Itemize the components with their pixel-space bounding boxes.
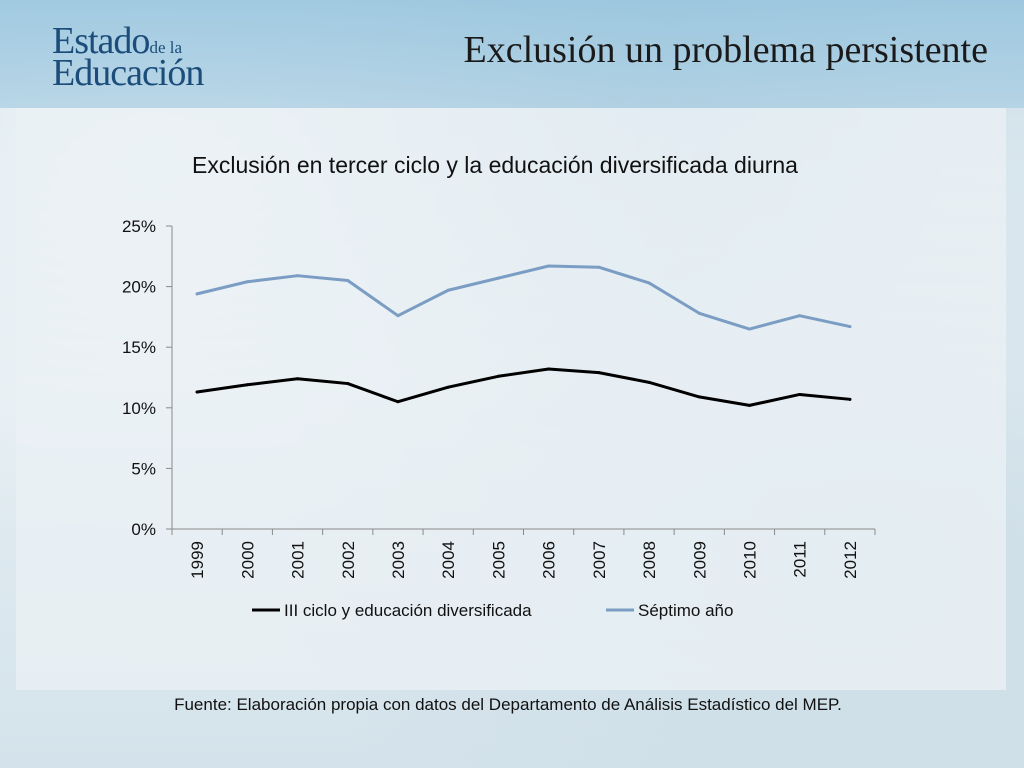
- data-point: [496, 276, 500, 280]
- data-point: [747, 403, 751, 407]
- data-point: [647, 281, 651, 285]
- chart-title: Exclusión en tercer ciclo y la educación…: [192, 152, 798, 178]
- x-tick-label: 2011: [791, 541, 810, 578]
- data-point: [396, 314, 400, 318]
- data-point: [346, 382, 350, 386]
- data-point: [798, 314, 802, 318]
- data-point: [697, 395, 701, 399]
- x-tick-label: 2005: [489, 541, 508, 579]
- x-tick-label: 2008: [640, 541, 659, 579]
- x-tick-label: 2001: [289, 541, 308, 579]
- estado-educacion-logo: Estadode la Educación: [52, 20, 222, 92]
- legend-label-2: Séptimo año: [638, 601, 733, 620]
- series-line-1: [195, 367, 852, 407]
- x-tick-label: 2007: [590, 541, 609, 579]
- x-tick-label: 2003: [389, 541, 408, 579]
- data-point: [245, 383, 249, 387]
- logo-word-educacion: Educación: [52, 52, 204, 94]
- data-point: [798, 392, 802, 396]
- header-band: [0, 0, 1024, 108]
- y-tick-label: 15%: [122, 338, 156, 357]
- data-point: [848, 397, 852, 401]
- y-tick-label: 0%: [131, 520, 156, 539]
- data-point: [296, 274, 300, 278]
- data-point: [195, 292, 199, 296]
- data-point: [346, 279, 350, 283]
- source-note: Fuente: Elaboración propia con datos del…: [174, 695, 842, 714]
- data-point: [547, 264, 551, 268]
- x-tick-label: 2010: [740, 541, 759, 579]
- data-point: [848, 325, 852, 329]
- y-tick-label: 25%: [122, 217, 156, 236]
- slide-title: Exclusión un problema persistente: [463, 29, 989, 71]
- data-point: [597, 371, 601, 375]
- data-point: [597, 265, 601, 269]
- data-point: [296, 377, 300, 381]
- data-point: [446, 385, 450, 389]
- x-tick-label: 2006: [540, 541, 559, 579]
- logo-word-de-la: de la: [149, 38, 183, 57]
- legend-label-1: III ciclo y educación diversificada: [284, 601, 532, 620]
- x-tick-label: 2012: [841, 541, 860, 579]
- y-tick-label: 20%: [122, 278, 156, 297]
- x-tick-label: 2009: [690, 541, 709, 579]
- data-point: [496, 374, 500, 378]
- x-tick-label: 1999: [188, 541, 207, 579]
- series-line-2: [195, 264, 852, 331]
- x-tick-label: 2002: [339, 541, 358, 579]
- y-tick-label: 5%: [131, 459, 156, 478]
- data-point: [396, 400, 400, 404]
- data-point: [647, 380, 651, 384]
- logo-word-estado: Estado: [52, 20, 150, 62]
- y-tick-label: 10%: [122, 399, 156, 418]
- data-point: [245, 280, 249, 284]
- data-point: [446, 288, 450, 292]
- data-point: [747, 327, 751, 331]
- x-tick-label: 2000: [238, 541, 257, 579]
- data-point: [195, 390, 199, 394]
- x-tick-label: 2004: [439, 541, 458, 579]
- data-point: [547, 367, 551, 371]
- data-point: [697, 311, 701, 315]
